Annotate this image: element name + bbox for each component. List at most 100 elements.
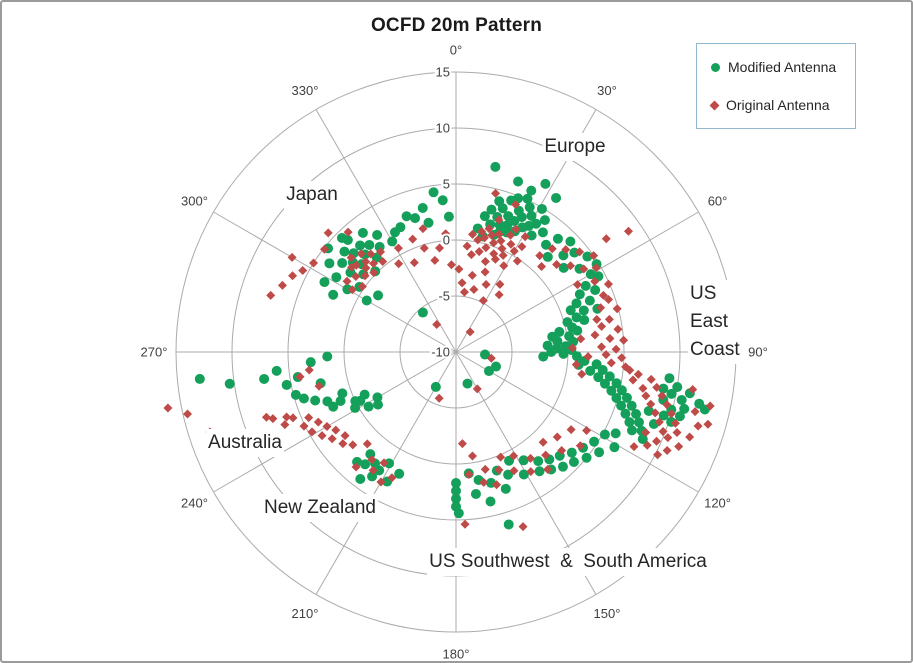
data-point-modified: [319, 277, 330, 288]
data-point-original: [652, 382, 662, 392]
data-point-original: [479, 233, 489, 243]
data-point-original: [693, 421, 703, 431]
angle-tick-label: 30°: [597, 83, 617, 98]
data-point-modified: [479, 211, 490, 222]
data-point-modified: [518, 469, 529, 480]
data-point-original: [369, 259, 379, 269]
data-point-original: [473, 235, 483, 245]
data-point-modified: [585, 269, 596, 280]
data-point-original: [484, 224, 494, 234]
data-point-original: [575, 247, 585, 257]
data-point-original: [408, 234, 418, 244]
data-point-original: [496, 452, 506, 462]
radial-tick-label: 0: [443, 233, 450, 248]
region-label: Australia: [206, 429, 284, 457]
data-point-modified: [384, 458, 395, 469]
data-point-original: [690, 407, 700, 417]
data-point-original: [393, 243, 403, 253]
data-point-modified: [531, 218, 542, 229]
data-point-original: [547, 244, 557, 254]
data-point-original: [474, 247, 484, 257]
data-point-modified: [679, 403, 690, 414]
data-point-original: [462, 241, 472, 251]
data-point-original: [617, 353, 627, 363]
data-point-modified: [524, 202, 535, 213]
data-point-modified: [486, 204, 497, 215]
data-point-modified: [658, 383, 669, 394]
data-point-original: [266, 290, 276, 300]
data-point-original: [552, 432, 562, 442]
data-point-original: [512, 256, 522, 266]
data-point-original: [492, 480, 502, 490]
data-point-original: [490, 254, 500, 264]
data-point-original: [496, 236, 506, 246]
data-point-original: [460, 519, 470, 529]
data-point-modified: [497, 203, 508, 214]
data-point-modified: [672, 382, 683, 393]
data-point-original: [520, 232, 530, 242]
data-point-modified: [594, 447, 605, 458]
data-point-original: [506, 239, 516, 249]
data-point-modified: [417, 307, 428, 318]
data-point-original: [612, 304, 622, 314]
data-point-original: [340, 431, 350, 441]
data-point-original: [657, 391, 667, 401]
data-point-modified: [621, 392, 632, 403]
region-label: Japan: [284, 181, 340, 209]
data-point-modified: [571, 351, 582, 362]
data-point-modified: [538, 351, 549, 362]
data-point-modified: [616, 400, 627, 411]
data-point-original: [343, 227, 353, 237]
data-point-original: [566, 425, 576, 435]
data-point-original: [362, 439, 372, 449]
data-point-original: [653, 450, 663, 460]
data-point-original: [526, 453, 536, 463]
data-point-original: [394, 259, 404, 269]
data-point-modified: [359, 389, 370, 400]
data-point-original: [641, 391, 651, 401]
data-point-original: [641, 428, 651, 438]
data-point-original: [469, 285, 479, 295]
data-point-modified: [516, 212, 527, 223]
data-point-modified: [599, 429, 610, 440]
data-point-modified: [509, 216, 520, 227]
data-point-original: [282, 412, 292, 422]
data-point-modified: [490, 161, 501, 172]
data-point-original: [705, 401, 715, 411]
data-point-modified: [373, 399, 384, 410]
data-point-original: [591, 263, 601, 273]
data-point-modified: [451, 478, 461, 489]
data-point-original: [479, 477, 489, 487]
data-point-original: [590, 276, 600, 286]
angle-tick-label: 300°: [181, 194, 208, 209]
data-point-original: [596, 303, 606, 313]
data-point-modified: [552, 233, 563, 244]
data-point-original: [327, 434, 337, 444]
data-point-original: [430, 255, 440, 265]
data-point-original: [342, 276, 352, 286]
data-point-modified: [372, 392, 383, 403]
data-point-modified: [428, 187, 439, 198]
data-point-modified: [503, 469, 514, 480]
data-point-modified: [310, 395, 321, 406]
data-point-original: [295, 372, 305, 382]
data-point-modified: [584, 295, 595, 306]
data-point-modified: [503, 519, 514, 530]
data-point-original: [487, 230, 497, 240]
data-point-original: [582, 425, 592, 435]
data-point-modified: [546, 347, 557, 357]
data-point-original: [567, 343, 577, 353]
data-point-original: [494, 290, 504, 300]
data-point-original: [598, 290, 608, 300]
data-point-modified: [676, 394, 687, 405]
data-point-original: [314, 381, 324, 391]
data-point-original: [642, 440, 652, 450]
data-point-original: [590, 330, 600, 340]
data-point-original: [685, 432, 695, 442]
radial-tick-label: 10: [436, 121, 450, 136]
data-point-modified: [585, 365, 596, 376]
data-point-modified: [194, 373, 205, 384]
data-point-original: [435, 243, 445, 253]
legend-label: Modified Antenna: [728, 59, 837, 75]
